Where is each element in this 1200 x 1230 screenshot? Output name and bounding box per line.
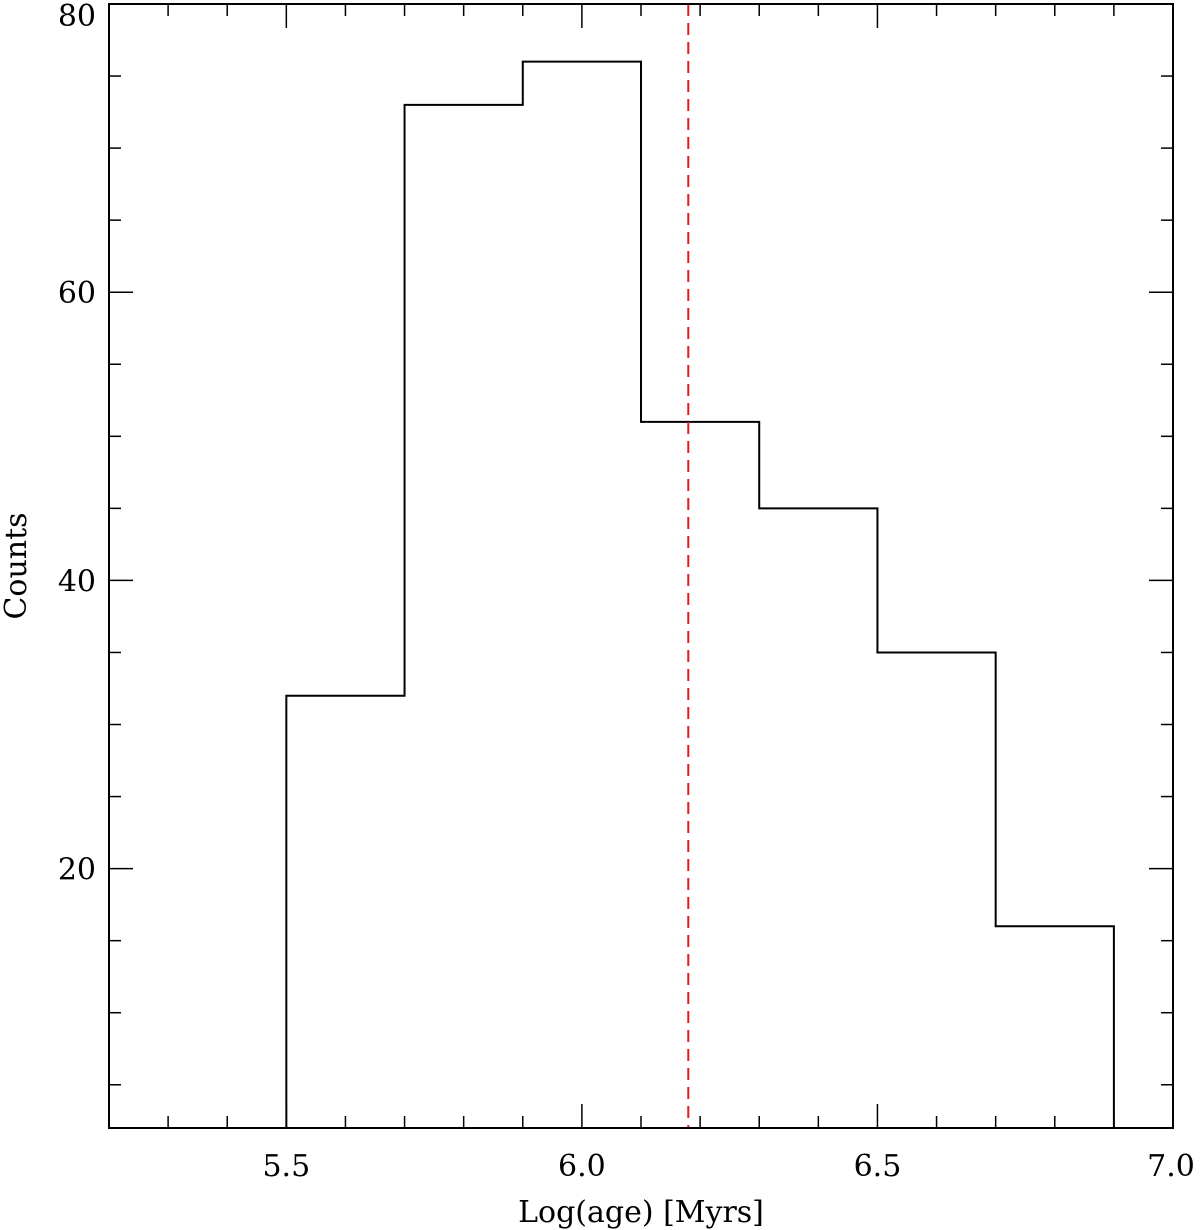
y-tick-label: 60 (58, 276, 96, 311)
y-tick-label: 80 (58, 0, 96, 34)
histogram-outline (285, 60, 1115, 1128)
histogram-bar (759, 508, 877, 1128)
y-tick-labels: 20 40 60 80 (58, 0, 96, 888)
x-tick-label: 6.0 (558, 1149, 606, 1184)
histogram-bar (523, 62, 641, 1128)
histogram-bar (286, 696, 404, 1128)
histogram-bar (641, 422, 759, 1128)
x-axis-title: Log(age) [Myrs] (518, 1195, 764, 1230)
x-tick-label: 6.5 (854, 1149, 902, 1184)
y-axis-title: Counts (0, 512, 34, 619)
x-tick-label: 7.0 (1147, 1149, 1195, 1184)
y-tick-label: 40 (58, 564, 96, 599)
histogram-bar (996, 926, 1114, 1128)
histogram-bins (286, 62, 1114, 1128)
y-tick-label: 20 (58, 853, 96, 888)
x-tick-label: 5.5 (262, 1149, 310, 1184)
histogram-bar (877, 652, 995, 1128)
histogram-bar (405, 105, 523, 1128)
x-tick-labels: 5.5 6.0 6.5 7.0 (262, 1149, 1194, 1184)
minor-ticks (109, 4, 1173, 1128)
plot-frame (108, 3, 1174, 1129)
